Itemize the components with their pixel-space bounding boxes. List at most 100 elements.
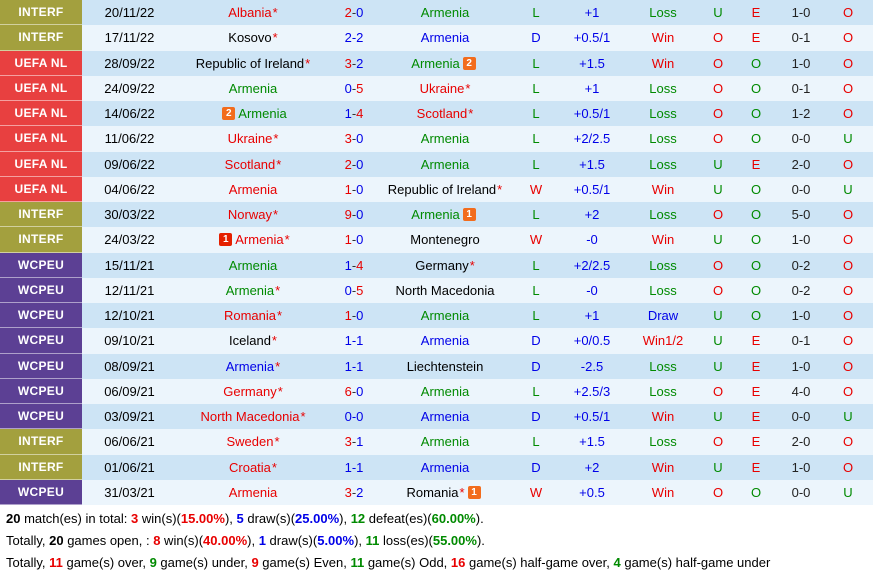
team-name: Armenia: [228, 257, 278, 273]
handicap-value: +1.5: [579, 434, 605, 450]
halftime-score: 5-0: [791, 207, 811, 223]
away-team: Armenia 1: [379, 202, 511, 227]
away-team: Liechtenstein: [379, 354, 511, 379]
match-date: 31/03/21: [104, 484, 155, 500]
score-dash: -: [351, 257, 357, 273]
result-letter: D: [531, 30, 541, 46]
score-home: 2: [344, 5, 352, 21]
score-home: 2: [344, 156, 352, 172]
table-row: WCPEU 15/11/21 Armenia 1-4 Germany * L +2…: [0, 252, 873, 278]
halftime-score: 4-0: [791, 383, 811, 399]
ht-over-under-result: O: [842, 358, 854, 374]
competition-badge: INTERF: [0, 25, 82, 51]
handicap-value: +0.5: [579, 484, 605, 500]
halftime-score: 0-0: [791, 181, 811, 197]
match-score: 1-1: [329, 328, 379, 353]
away-team: Armenia: [379, 404, 511, 429]
competition-badge: WCPEU: [0, 404, 82, 430]
halftime-score: 1-0: [791, 358, 811, 374]
over-under-result: U: [713, 308, 723, 324]
home-star: *: [271, 333, 277, 349]
result-letter: L: [532, 257, 540, 273]
team-name: Armenia: [228, 181, 278, 197]
team-name: Republic of Ireland: [387, 181, 497, 197]
team-name: Armenia: [420, 383, 470, 399]
result-letter: L: [532, 282, 540, 298]
away-team: Scotland *: [379, 101, 511, 126]
competition-badge: INTERF: [0, 202, 82, 228]
team-name: Scotland: [416, 106, 468, 122]
odd-even-result: E: [751, 358, 761, 374]
ht-over-under-result: O: [842, 80, 854, 96]
away-team: North Macedonia: [379, 278, 511, 303]
competition-badge: INTERF: [0, 429, 82, 455]
ht-over-under-result: O: [842, 282, 854, 298]
score-home: 1: [344, 308, 352, 324]
home-star: *: [271, 459, 277, 475]
score-home: 3: [344, 484, 352, 500]
match-date: 24/03/22: [104, 232, 155, 248]
match-date: 06/09/21: [104, 383, 155, 399]
handicap-value: +2: [584, 459, 600, 475]
team-name: Armenia: [420, 333, 470, 349]
table-row: INTERF 30/03/22 Norway * 9-0 Armenia 1 L +…: [0, 202, 873, 228]
away-team: Armenia 2: [379, 51, 511, 76]
competition-badge: UEFA NL: [0, 176, 82, 202]
halftime-score: 0-2: [791, 282, 811, 298]
competition-badge: UEFA NL: [0, 151, 82, 177]
match-score: 1-1: [329, 455, 379, 480]
match-score: 1-1: [329, 354, 379, 379]
score-home: 6: [344, 383, 352, 399]
match-score: 1-0: [329, 303, 379, 328]
match-score: 0-5: [329, 278, 379, 303]
team-name: Republic of Ireland: [195, 55, 305, 71]
table-row: INTERF 01/06/21 Croatia * 1-1 Armenia D +…: [0, 454, 873, 480]
halftime-score: 0-0: [791, 484, 811, 500]
over-under-result: U: [713, 459, 723, 475]
competition-badge: UEFA NL: [0, 75, 82, 101]
match-score: 1-0: [329, 227, 379, 252]
score-away: 4: [356, 106, 364, 122]
halftime-score: 0-1: [791, 30, 811, 46]
over-under-result: O: [712, 131, 724, 147]
team-name: Armenia: [238, 106, 287, 122]
handicap-value: -2.5: [580, 358, 604, 374]
bet-result: Win: [651, 484, 675, 500]
ht-over-under-result: O: [842, 55, 854, 71]
away-team: Armenia: [379, 328, 511, 353]
score-dash: -: [351, 409, 357, 425]
halftime-score: 0-0: [791, 409, 811, 425]
team-name: Liechtenstein: [406, 358, 484, 374]
home-team: 1 Armenia *: [177, 227, 329, 252]
home-team: Scotland *: [177, 152, 329, 177]
home-star: *: [284, 232, 290, 248]
over-under-result: U: [713, 409, 723, 425]
bet-result: Loss: [649, 257, 677, 273]
result-letter: W: [529, 181, 543, 197]
home-star: *: [497, 181, 503, 197]
team-name: Armenia: [411, 207, 460, 223]
home-star: *: [272, 5, 278, 21]
handicap-value: +0/0.5: [573, 333, 611, 349]
handicap-value: -0: [586, 282, 598, 298]
home-star: *: [305, 55, 311, 71]
score-dash: -: [351, 434, 357, 450]
halftime-score: 1-0: [791, 232, 811, 248]
score-dash: -: [351, 55, 357, 71]
over-under-result: O: [712, 207, 724, 223]
match-score: 2-2: [329, 25, 379, 50]
home-team: Armenia: [177, 76, 329, 101]
home-star: *: [468, 106, 474, 122]
away-team: Armenia: [379, 429, 511, 454]
home-team: Armenia: [177, 177, 329, 202]
halftime-score: 1-0: [791, 55, 811, 71]
bet-result: Win: [651, 459, 675, 475]
halftime-score: 2-0: [791, 434, 811, 450]
competition-badge: INTERF: [0, 454, 82, 480]
match-score: 3-2: [329, 480, 379, 505]
summary-line-2: Totally, 20 games open, : 8 win(s)(40.00…: [6, 533, 485, 548]
competition-badge: INTERF: [0, 0, 82, 26]
ht-over-under-result: U: [843, 131, 853, 147]
match-date: 03/09/21: [104, 409, 155, 425]
halftime-score: 0-1: [791, 80, 811, 96]
